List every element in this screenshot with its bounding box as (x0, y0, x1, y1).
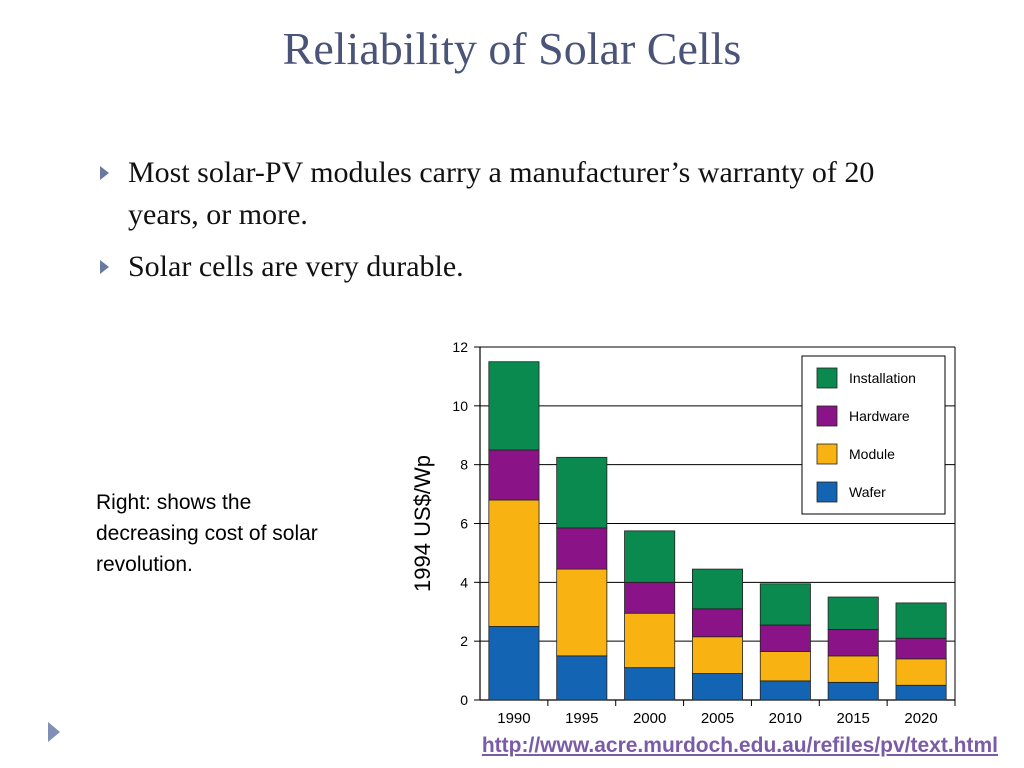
legend-swatch (816, 443, 838, 465)
x-tick-label: 2010 (769, 710, 802, 727)
source-link[interactable]: http://www.acre.murdoch.edu.au/refiles/p… (481, 734, 998, 757)
bar-segment-installation (827, 596, 879, 630)
y-tick-label: 6 (460, 516, 468, 532)
bullet-arrow-icon (100, 166, 109, 180)
legend-label: Module (849, 446, 895, 462)
x-tick-label: 1990 (497, 710, 530, 727)
bar-segment-module (488, 499, 540, 627)
x-tick-label: 2015 (837, 710, 870, 727)
bar-segment-installation (488, 361, 540, 451)
slide-nav-arrow-icon[interactable] (48, 722, 60, 742)
bar-segment-installation (691, 568, 744, 610)
bar-segment-hardware (556, 527, 608, 570)
legend-label: Wafer (849, 484, 886, 500)
bullet-text: Most solar-PV modules carry a manufactur… (128, 156, 875, 231)
cost-stacked-bar-chart: 0 2 4 6 8 10 12 1994 US$/Wp 1990 1995 2000 2005 2010… (410, 339, 956, 727)
bar-segment-module (759, 651, 811, 682)
y-tick-label: 0 (460, 692, 468, 708)
bar-segment-module (691, 636, 744, 674)
chart-caption: Right: shows the decreasing cost of sola… (96, 491, 318, 576)
bar-segment-wafer (488, 626, 540, 701)
y-tick-label: 10 (452, 398, 468, 414)
y-axis-label: 1994 US$/Wp (410, 455, 435, 592)
bar-segment-installation (556, 456, 608, 529)
legend-label: Installation (849, 370, 916, 386)
bullet-item: Most solar-PV modules carry a manufactur… (98, 152, 878, 236)
bar-segment-installation (759, 583, 811, 626)
legend-swatch (816, 367, 838, 389)
x-tick-label: 2020 (904, 710, 937, 727)
bar-segment-installation (624, 530, 676, 583)
bar-segment-hardware (895, 637, 947, 660)
bullet-arrow-icon (100, 260, 109, 274)
legend-label: Hardware (849, 408, 910, 424)
bar-segment-hardware (624, 581, 676, 614)
bullet-text: Solar cells are very durable. (128, 250, 464, 283)
bar-segment-module (827, 655, 879, 683)
bar-segment-hardware (488, 449, 540, 501)
bar-segment-wafer (895, 684, 947, 701)
y-tick-label: 12 (452, 339, 468, 355)
legend-swatch (816, 481, 838, 503)
legend-swatch (816, 405, 838, 427)
bar-segment-wafer (827, 681, 879, 701)
bar-segment-module (556, 568, 608, 657)
bullet-list: Most solar-PV modules carry a manufactur… (98, 152, 878, 298)
bullet-item: Solar cells are very durable. (98, 246, 878, 288)
y-tick-label: 2 (460, 633, 468, 649)
x-tick-label: 1995 (565, 710, 598, 727)
bar-segment-wafer (556, 655, 608, 701)
bar-segment-module (624, 612, 676, 669)
x-tick-label: 2000 (633, 710, 666, 727)
bar-segment-hardware (827, 628, 879, 657)
x-tick-label: 2005 (701, 710, 734, 727)
bar-segment-hardware (759, 624, 811, 652)
slide-title: Reliability of Solar Cells (282, 23, 742, 74)
y-tick-label: 8 (460, 457, 468, 473)
bar-segment-module (895, 658, 947, 686)
bar-segment-hardware (691, 608, 744, 638)
bar-segment-wafer (759, 680, 811, 701)
bar-segment-wafer (624, 667, 676, 701)
bar-segment-wafer (691, 673, 744, 701)
bar-segment-installation (895, 602, 947, 639)
y-tick-label: 4 (460, 574, 468, 590)
